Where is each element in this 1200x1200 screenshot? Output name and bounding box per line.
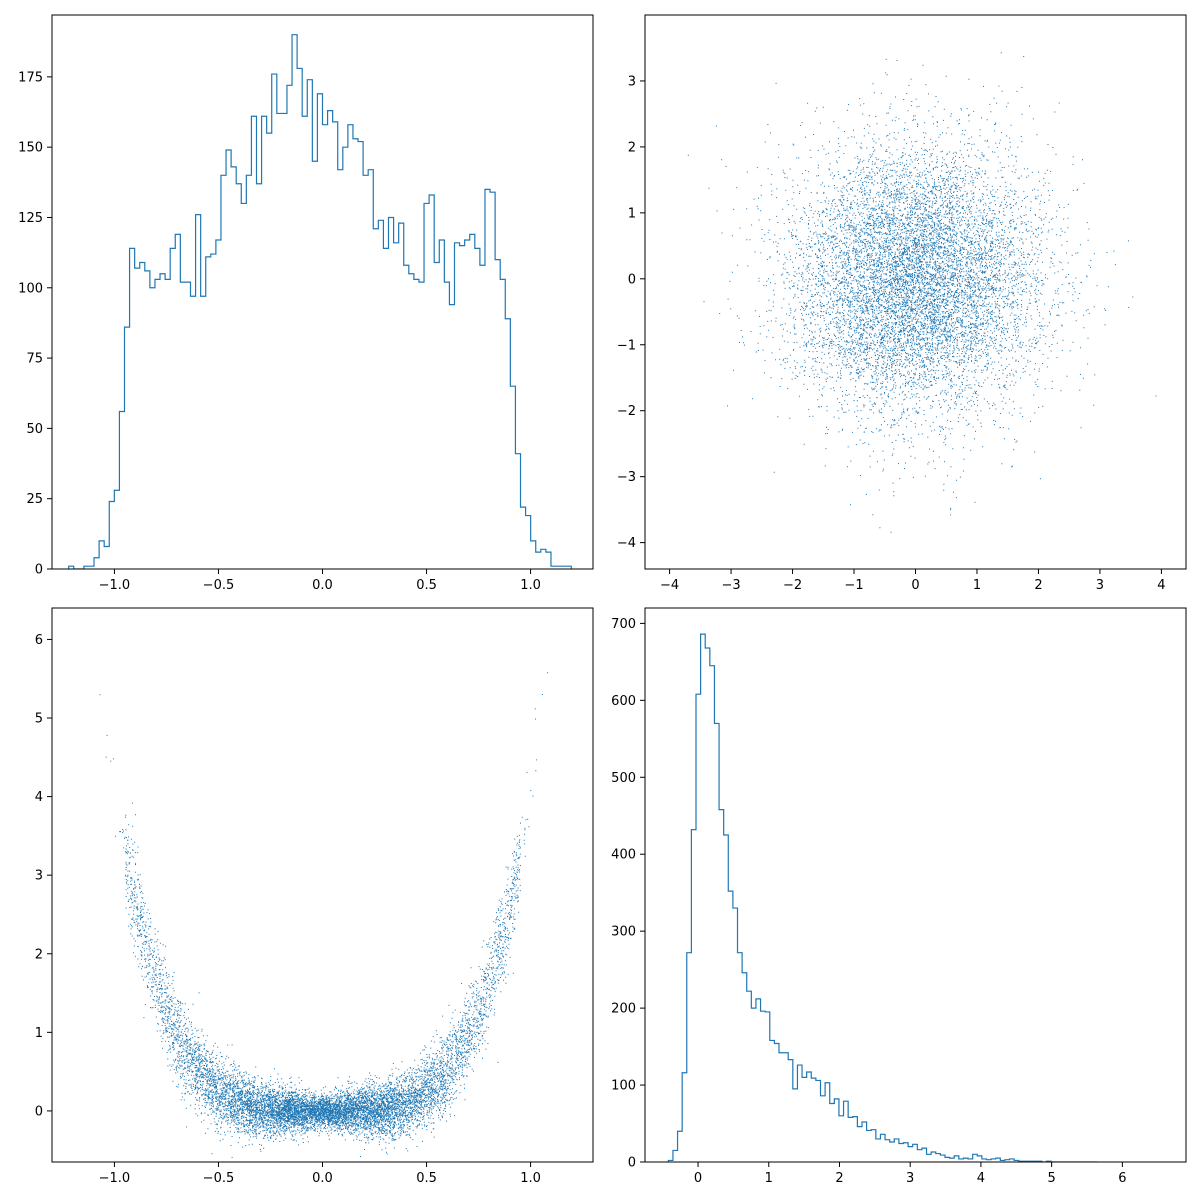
y-tick-label: 25 [26,492,43,507]
y-tick-label: 1 [628,206,636,221]
y-tick-label: 0 [628,1156,636,1171]
y-tick-label: 500 [611,771,636,786]
x-tick-label: 1.0 [520,1171,541,1186]
x-tick-label: −0.5 [203,1171,235,1186]
x-tick-label: −2 [783,578,802,593]
y-tick-label: −2 [617,404,636,419]
y-tick-label: 2 [628,140,636,155]
y-tick-label: 400 [611,848,636,863]
x-tick-label: 4 [977,1171,985,1186]
x-tick-label: 4 [1157,578,1165,593]
y-tick-label: 600 [611,694,636,709]
y-tick-label: 100 [611,1079,636,1094]
y-tick-label: 0 [35,1104,43,1119]
x-tick-label: 0.0 [312,578,333,593]
x-tick-label: 1 [973,578,981,593]
axes-frame [51,14,594,570]
y-tick-label: 200 [611,1002,636,1017]
histogram-step-line [667,633,1098,1162]
x-tick-label: 0 [911,578,919,593]
y-tick-label: 3 [35,869,43,884]
y-tick-label: 175 [18,70,43,85]
histogram-step-line [68,34,572,569]
y-tick-label: 100 [18,281,43,296]
axes-frame [51,607,594,1163]
scatter-points [687,52,1157,533]
y-tick-label: −3 [617,470,636,485]
y-tick-label: 50 [26,422,43,437]
x-tick-label: 1 [765,1171,773,1186]
x-tick-label: −1.0 [99,578,131,593]
x-tick-label: −0.5 [203,578,235,593]
y-tick-label: 1 [35,1026,43,1041]
y-tick-label: 4 [35,790,43,805]
y-tick-label: −4 [617,536,636,551]
y-tick-label: 5 [35,712,43,727]
x-tick-label: 0.5 [416,578,437,593]
x-tick-label: −1 [844,578,863,593]
histogram-top-left: −1.0 −0.5 0.0 0.5 1.0 0 25 50 75 100 125 150 175 [18,14,594,593]
y-tick-label: 300 [611,925,636,940]
scatter-top-right: −4 −3 −2 −1 0 1 2 3 4 −4 −3 −2 −1 0 1 2 3 [617,14,1187,593]
y-tick-label: 0 [628,272,636,287]
x-tick-label: 2 [1034,578,1042,593]
x-tick-label: 5 [1047,1171,1055,1186]
y-tick-label: 700 [611,617,636,632]
y-tick-label: 125 [18,211,43,226]
x-tick-label: 2 [835,1171,843,1186]
x-tick-label: 0.5 [416,1171,437,1186]
y-tick-label: 3 [628,74,636,89]
x-tick-label: −1.0 [99,1171,131,1186]
x-tick-label: 3 [906,1171,914,1186]
axes-frame [644,607,1187,1163]
scatter-bottom-left: −1.0 −0.5 0.0 0.5 1.0 0 1 2 3 4 5 6 [35,607,594,1186]
x-tick-label: −3 [721,578,740,593]
axes-frame [644,14,1187,570]
y-tick-label: −1 [617,338,636,353]
x-tick-label: 3 [1096,578,1104,593]
y-tick-label: 0 [35,563,43,578]
y-tick-label: 2 [35,947,43,962]
y-tick-label: 75 [26,352,43,367]
x-tick-label: 6 [1118,1171,1126,1186]
histogram-bottom-right: 0 1 2 3 4 5 6 0 100 200 300 400 500 600 700 [611,607,1187,1186]
x-tick-label: 0 [694,1171,702,1186]
y-tick-label: 150 [18,141,43,156]
x-tick-label: −4 [660,578,679,593]
x-tick-label: 0.0 [312,1171,333,1186]
y-tick-label: 6 [35,633,43,648]
x-tick-label: 1.0 [520,578,541,593]
